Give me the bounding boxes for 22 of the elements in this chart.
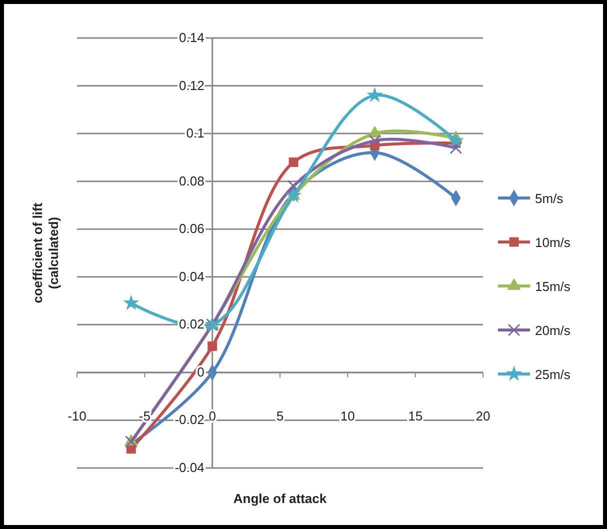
legend-label: 25m/s (535, 367, 571, 382)
legend-label: 5m/s (535, 191, 564, 206)
legend-label: 15m/s (535, 279, 571, 294)
x-tick-label: 20 (476, 408, 490, 424)
y-tick-label: 0.06 (179, 221, 204, 236)
legend-label: 20m/s (535, 323, 571, 338)
y-tick-label: -0.04 (174, 460, 204, 475)
y-tick-label: 0.08 (179, 173, 204, 188)
y-tick-label: 0.1 (186, 126, 204, 141)
x-tick-label: 0 (208, 408, 216, 424)
y-axis-title: coefficient of lift (calculated) (30, 202, 61, 304)
y-tick-label: 0.04 (179, 268, 204, 284)
y-tick-label: 0 (197, 364, 204, 380)
x-tick-label: 10 (340, 408, 355, 424)
x-tick-label: 15 (408, 408, 423, 424)
x-tick-label: 5 (276, 408, 284, 424)
y-tick-label: -0.02 (174, 412, 204, 428)
y-tick-label: 0.12 (179, 78, 204, 93)
y-tick-label: 0.14 (179, 30, 204, 45)
legend-label: 10m/s (535, 235, 571, 250)
x-axis-title: Angle of attack (233, 491, 328, 506)
x-tick-label: -10 (68, 408, 86, 424)
